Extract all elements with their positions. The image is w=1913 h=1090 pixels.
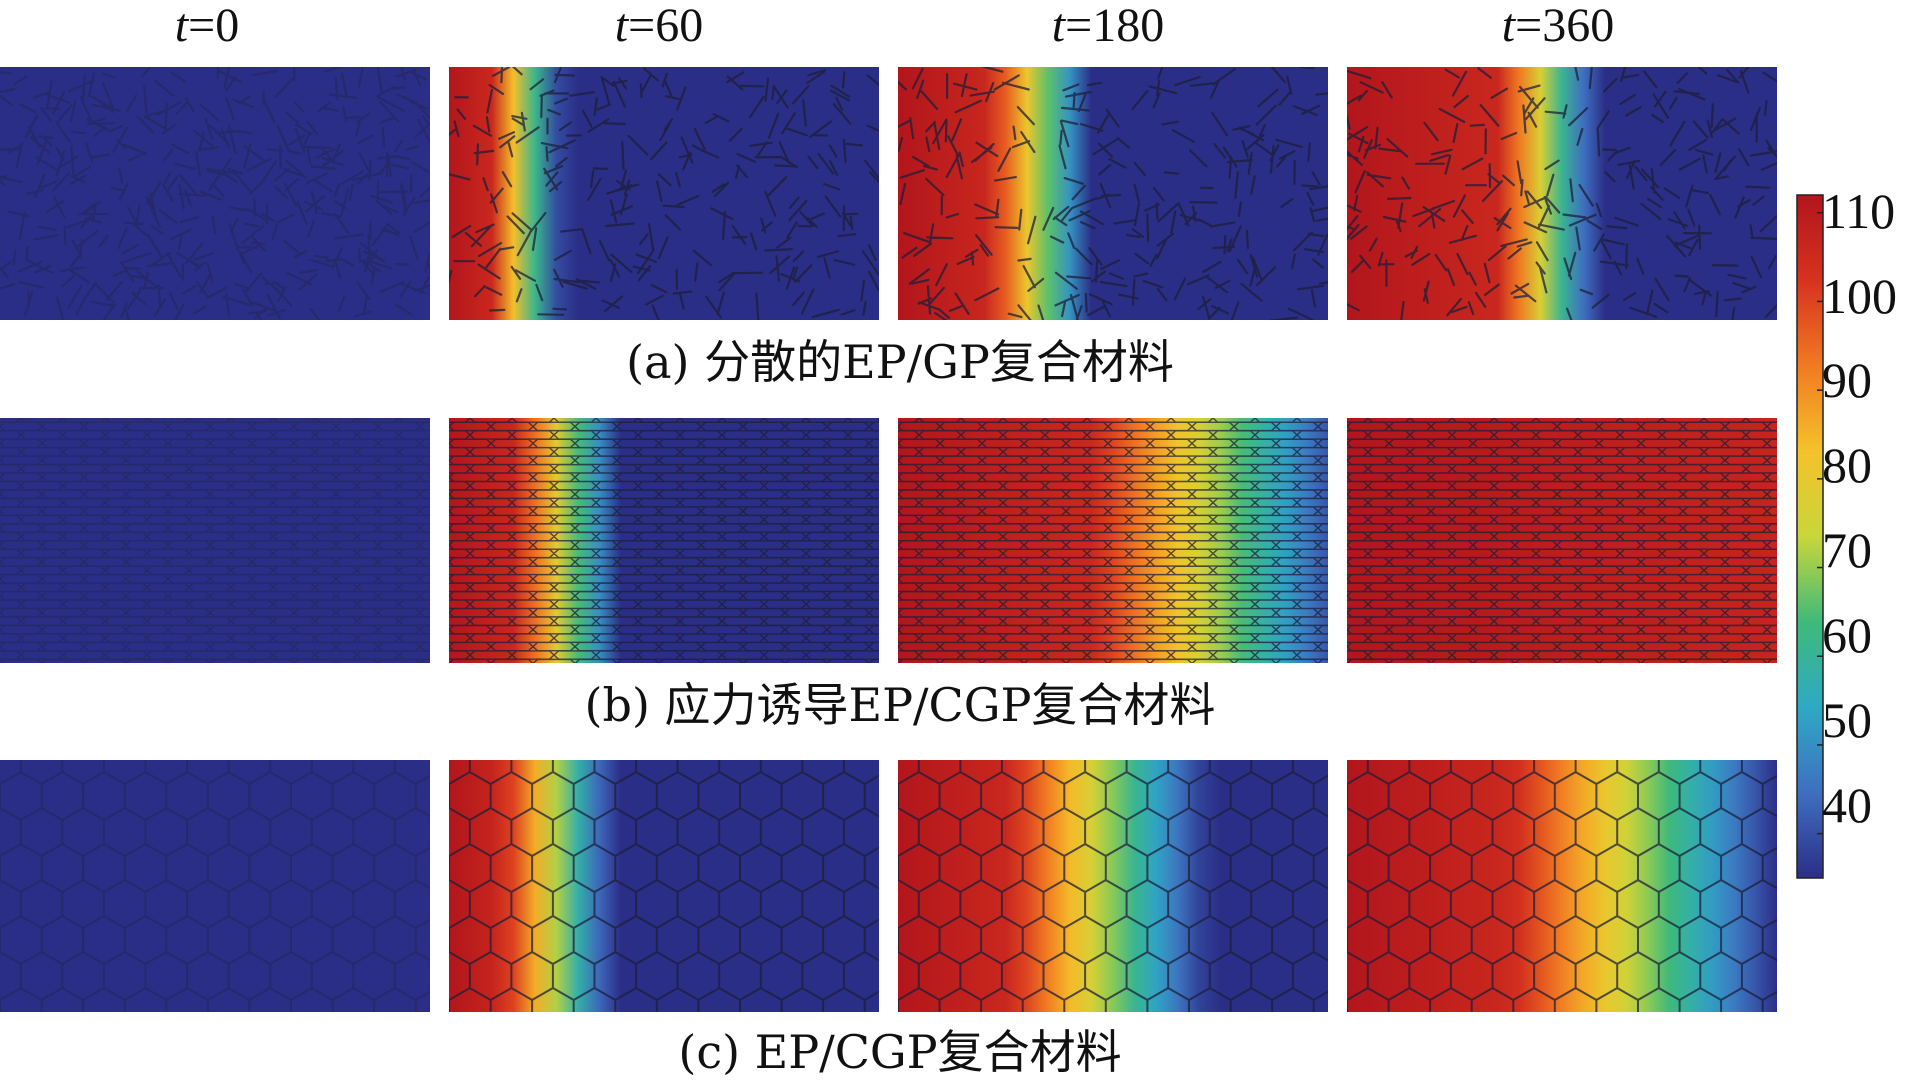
caption-row-a: (a) 分散的EP/GP复合材料	[626, 335, 1174, 389]
field-panel-b-2	[898, 418, 1328, 663]
colorbar-tick-50: 50	[1822, 692, 1872, 748]
column-header-t0: t=0	[174, 0, 240, 52]
field-panel-a-3	[1347, 67, 1777, 320]
caption-row-b: (b) 应力诱导EP/CGP复合材料	[584, 678, 1216, 732]
colorbar-tick-40: 40	[1822, 777, 1872, 833]
colorbar-tick-60: 60	[1822, 607, 1872, 663]
column-header-t60: t=60	[614, 0, 704, 52]
colorbar-tick-110: 110	[1822, 183, 1896, 239]
field-panel-c-1	[449, 760, 879, 1012]
field-panel-a-0	[0, 67, 430, 320]
colorbar-tick-70: 70	[1822, 522, 1872, 578]
colorbar-tick-90: 90	[1822, 352, 1872, 408]
field-panel-a-1	[449, 67, 879, 320]
caption-row-c: (c) EP/CGP复合材料	[678, 1025, 1122, 1079]
field-panel-c-0	[0, 760, 430, 1012]
colorbar-tick-80: 80	[1822, 437, 1872, 493]
column-header-t180: t=180	[1051, 0, 1165, 52]
colorbar-tick-100: 100	[1822, 268, 1897, 324]
column-header-t360: t=360	[1501, 0, 1615, 52]
field-panel-a-2	[898, 67, 1328, 320]
field-panel-b-1	[449, 418, 879, 663]
field-panel-b-3	[1347, 418, 1777, 663]
field-panel-b-0	[0, 418, 430, 663]
colorbar	[1796, 194, 1824, 879]
field-panel-c-3	[1347, 760, 1777, 1012]
field-panel-c-2	[898, 760, 1328, 1012]
